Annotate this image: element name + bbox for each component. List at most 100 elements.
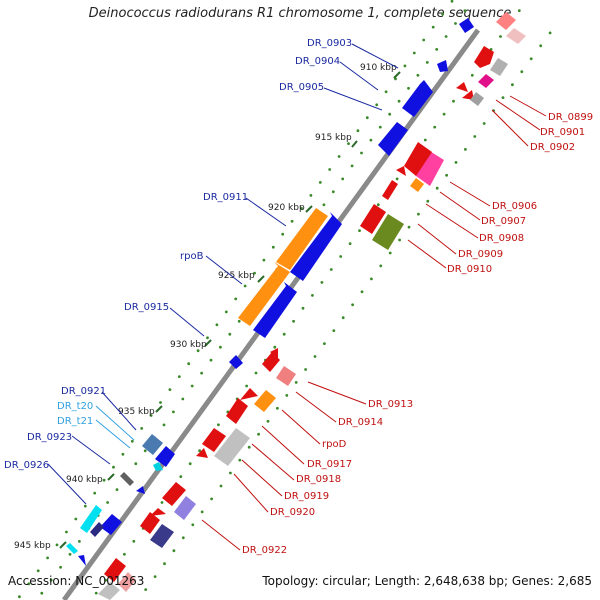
gene-label[interactable]: DR_0922 [242,545,287,556]
gene-DR_0909b[interactable] [396,166,406,176]
gene-label[interactable]: DR_0906 [492,201,537,212]
track-dot [442,112,446,116]
gene-label[interactable]: DR_0918 [296,474,341,485]
track-dot [417,212,420,216]
gene-label[interactable]: DR_0911 [203,192,248,203]
gene-label[interactable]: rpoD [322,439,347,450]
gene-bottom-gray[interactable] [98,582,120,600]
gene-DR_0920[interactable] [162,482,186,506]
tick-marks: 910 kbp 915 kbp 920 kbp 925 kbp 930 kbp … [14,63,401,551]
gene-label[interactable]: DR_0907 [481,216,526,227]
gene-DR_0921[interactable] [155,446,175,467]
tick-945: 945 kbp [14,541,67,551]
gene-dark-blue[interactable] [90,522,104,537]
gene-DR_0899[interactable] [506,28,526,44]
gene-label[interactable]: DR_0908 [479,233,524,244]
gene-DR_0911[interactable] [238,262,290,326]
gene-DR_0902c[interactable] [462,90,474,100]
gene-label[interactable]: DR_0915 [124,302,169,313]
gene-label[interactable]: DR_0899 [548,112,593,123]
gene-rpoD[interactable] [254,390,276,412]
gene-rna-t20[interactable] [153,462,163,471]
gene-DR_0914[interactable] [276,366,296,386]
gene-DR_0905b[interactable] [378,122,408,156]
gene-label[interactable]: DR_t21 [57,416,93,427]
gene-label[interactable]: DR_0910 [447,264,492,275]
gene-DR_0909[interactable] [382,180,398,200]
gene-DR_0913[interactable] [262,352,280,372]
gene-DR_0910-olive[interactable] [372,214,404,250]
track-dot [304,368,307,371]
gene-DR_0902b[interactable] [456,82,468,92]
gene-DR_0902-gray[interactable] [470,92,484,106]
gene-label[interactable]: DR_0903 [307,38,352,49]
gene-DR_0910[interactable] [360,204,386,234]
gene-DR_0922-pink[interactable] [150,508,166,516]
gene-DR_0922-dark[interactable] [150,524,174,548]
gene-label[interactable]: DR_t20 [57,401,93,412]
track-dot [262,258,266,262]
gene-rpoB-b[interactable] [290,212,342,281]
gene-label[interactable]: rpoB [180,251,204,262]
gene-DR_0915[interactable] [229,355,243,369]
gene-label[interactable]: DR_0926 [4,460,49,471]
gene-rpoB[interactable] [253,282,297,338]
gene-label[interactable]: DR_0914 [338,417,383,428]
gene-label[interactable]: DR_0905 [279,82,324,93]
track-dot [435,48,439,51]
gene-DR_0923[interactable] [136,486,145,494]
gene-DR_0907[interactable] [404,142,432,176]
gene-rna-DR_0926[interactable] [80,505,102,533]
track-dot [104,578,107,582]
track-dot [123,552,126,556]
gene-bottom-red[interactable] [104,558,126,582]
gene-DR_0918[interactable] [214,428,250,466]
track-dot [360,151,363,155]
track-dot [144,588,148,591]
gene-bottom-pink[interactable] [118,572,136,592]
gene-label[interactable]: DR_0909 [458,249,503,260]
track-dot [78,540,81,543]
gene-DR_0903[interactable] [459,18,474,33]
gene-DR_0905[interactable] [402,80,433,117]
tick-930: 930 kbp [170,339,212,350]
gene-DR_0923-gray[interactable] [120,472,134,486]
gene-DR_0902[interactable] [478,74,494,88]
gene-DR_0901[interactable] [474,46,494,68]
gene-DR_0919b[interactable] [196,448,208,458]
gene-DR_0926[interactable] [100,514,122,535]
gene-label[interactable]: DR_0902 [530,142,575,153]
gene-rna-small[interactable] [66,543,78,554]
gene-DR_0899b[interactable] [496,12,516,30]
gene-DR_0911b[interactable] [276,208,328,270]
gene-DR_0913b[interactable] [270,348,278,358]
gene-label[interactable]: DR_0923 [27,432,72,443]
track-dot [254,371,258,375]
gene-label[interactable]: DR_0901 [540,127,585,138]
gene-DR_0920b[interactable] [174,496,196,520]
track-dot [177,375,181,378]
gene-DR_0906[interactable] [416,150,444,186]
gene-DR_0908[interactable] [410,178,424,192]
gene-DR_0917[interactable] [226,398,248,424]
gene-label[interactable]: DR_0919 [284,491,329,502]
accession-label: Accession: NC_001263 [8,574,145,588]
track-dot [347,142,350,146]
gene-label[interactable]: DR_0913 [368,399,413,410]
gene-DR_0904[interactable] [437,60,448,72]
gene-label[interactable]: DR_0917 [307,459,352,470]
gene-DR_0919[interactable] [202,428,226,452]
gene-label[interactable]: DR_0921 [61,386,106,397]
gene-DR_0926b[interactable] [78,555,86,566]
track-dot [356,129,360,133]
gene-DR_0901-gray[interactable] [490,58,508,76]
track-dot [102,478,106,482]
track-dot [179,475,183,478]
gene-DR_0922[interactable] [140,512,160,534]
gene-DR_0917b[interactable] [240,388,258,400]
gene-label[interactable]: DR_0920 [270,507,315,518]
gene-label[interactable]: DR_0904 [295,56,340,67]
gene-DR_0921-steel[interactable] [142,434,163,455]
track-dot [470,73,474,77]
